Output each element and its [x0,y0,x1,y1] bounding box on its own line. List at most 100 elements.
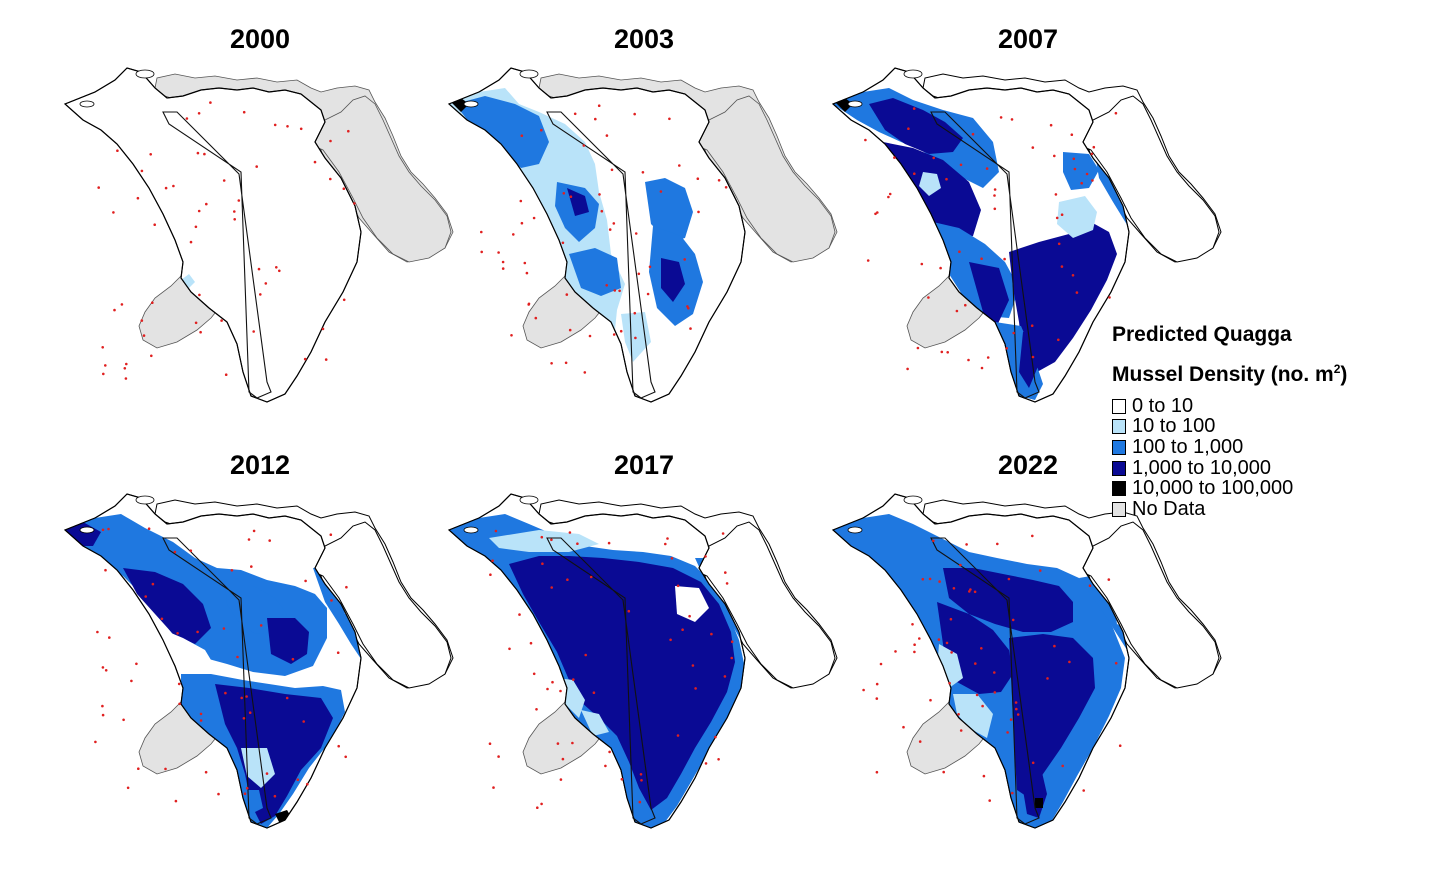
sampling-site [489,573,492,576]
sampling-site [217,792,220,796]
panel-year-title: 2003 [613,24,675,54]
sampling-site [993,188,997,191]
sampling-site [639,773,643,776]
sampling-site [694,687,697,690]
sampling-site [203,152,206,156]
sampling-site [222,179,226,182]
sampling-site [160,617,164,621]
sampling-site [199,719,203,722]
legend-swatch [1112,419,1126,435]
sampling-site [196,151,200,155]
sampling-site [147,527,151,530]
sampling-site [968,590,971,593]
sampling-site [704,555,707,558]
sampling-site [94,740,97,744]
sampling-site [529,641,533,645]
sampling-site [950,651,953,654]
sampling-site [1108,296,1111,299]
sampling-site [1070,133,1074,136]
coastline [447,493,746,829]
sampling-site [955,309,959,313]
sampling-site [255,165,258,168]
sampling-site [704,762,708,765]
sampling-site [273,123,277,127]
sampling-site [589,575,593,579]
sampling-site [224,373,228,377]
sampling-site [151,301,154,305]
sampling-site [875,682,879,686]
sampling-site [640,779,643,782]
sampling-site [1080,181,1083,185]
island [847,100,863,108]
sampling-site [497,755,500,758]
legend-item: 10 to 100 [1112,415,1347,437]
sampling-site [252,330,255,333]
sampling-site [185,117,189,120]
sampling-site [929,698,932,702]
sampling-site [236,655,239,659]
basin-boundary [930,111,1040,399]
sampling-site [122,718,125,722]
sampling-site [971,132,975,136]
sampling-site [879,662,883,666]
sampling-site [681,628,684,631]
sampling-site [245,695,248,698]
sampling-site [222,627,226,630]
sampling-site [135,662,138,666]
sampling-site [96,630,99,634]
sampling-site [1092,145,1096,149]
sampling-site [688,614,691,618]
density-region [1035,798,1043,808]
sampling-site [945,177,948,181]
sampling-site [233,218,236,221]
sampling-site [242,717,246,720]
sampling-site [1075,291,1079,294]
sampling-site [510,334,513,337]
sampling-site [101,528,105,532]
legend-title-line1: Predicted Quagga [1112,323,1292,346]
sampling-site [600,209,604,213]
density-region [969,262,1009,330]
sampling-site [1011,618,1015,622]
sampling-site [608,750,611,754]
sampling-site [268,539,272,542]
sampling-site [604,764,607,768]
sampling-site [112,211,115,214]
panel-year-title: 2017 [613,450,675,480]
sampling-site [556,742,560,745]
sampling-site [149,153,152,156]
sampling-site [999,116,1003,119]
sampling-site [683,258,686,261]
basin-boundary [162,537,272,825]
legend-swatch [1112,398,1126,414]
sampling-site [523,261,527,265]
sampling-site [176,632,179,635]
sampling-site [1011,791,1014,795]
sampling-site [1055,216,1059,220]
legend-swatch [1112,481,1126,497]
sampling-site [480,250,483,254]
sampling-site [627,609,631,613]
sampling-site [1014,701,1018,704]
sampling-site [329,533,333,536]
sampling-site [535,708,538,711]
sampling-site [894,650,897,653]
island [903,495,923,505]
sampling-site [862,688,865,692]
sampling-site [541,562,544,565]
sampling-site [633,311,637,315]
sampling-site [981,704,984,708]
sampling-site [641,171,645,174]
sampling-site [273,794,277,798]
panel-year-title: 2000 [229,24,291,54]
sampling-site [583,371,587,374]
sampling-site [1068,660,1071,664]
sampling-site [730,640,734,643]
sampling-site [264,282,268,285]
sampling-site [866,259,870,262]
sampling-site [329,139,332,143]
density-region [267,618,309,664]
lake-map [447,67,838,403]
sampling-site [1054,193,1058,196]
sampling-site [958,250,961,254]
